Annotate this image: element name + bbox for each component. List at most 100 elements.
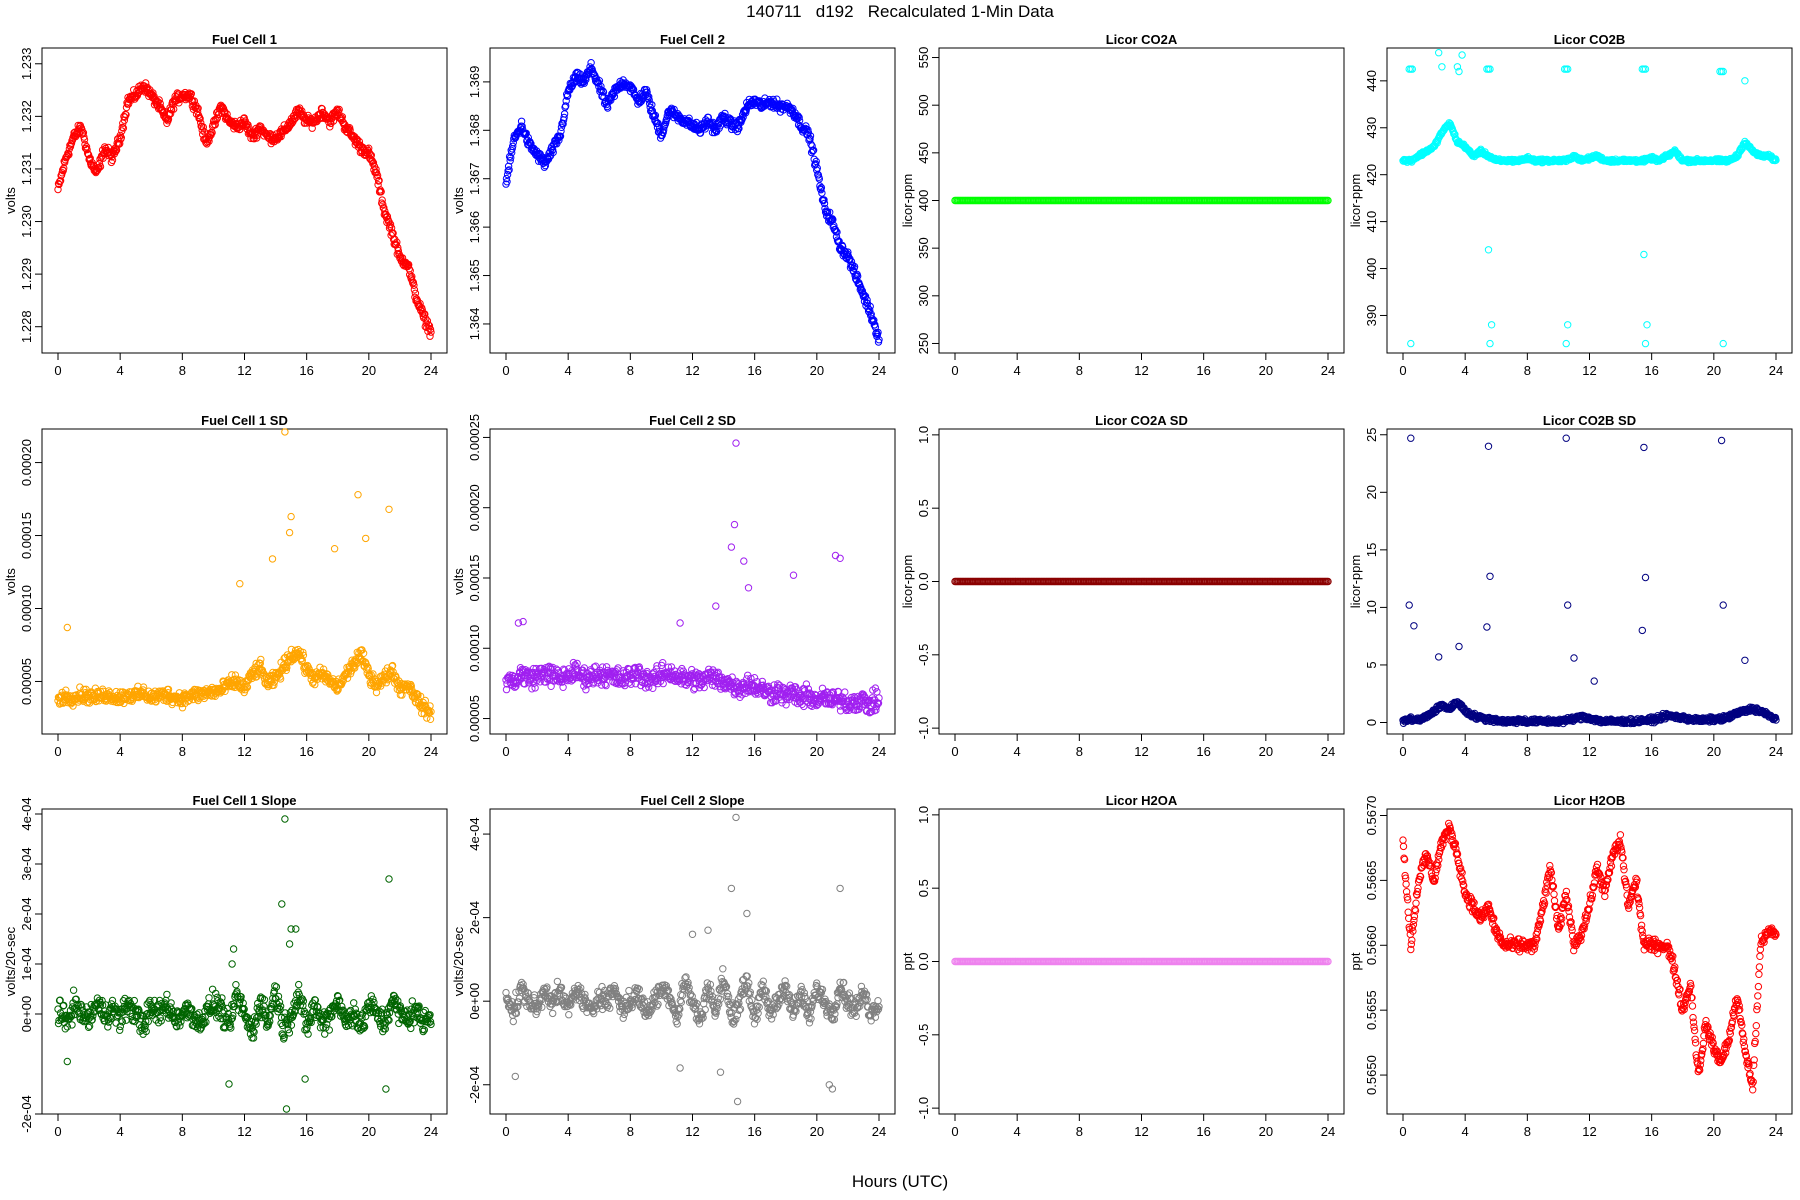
data-point (804, 126, 812, 134)
plot-frame (1386, 47, 1793, 354)
panel-title: Fuel Cell 1 SD (201, 413, 288, 428)
data-point (502, 174, 511, 183)
data-point (609, 91, 617, 99)
outlier-point (236, 580, 244, 588)
panel-fuel-cell-1: Fuel Cell 10 4 8 12 16 20 241.2281.2291.2301.2… (3, 32, 448, 378)
x-tick-label: 24 (1321, 744, 1335, 759)
y-tick-label: -0.5 (916, 644, 931, 666)
y-tick-label: 15 (1364, 543, 1379, 557)
data-points (1399, 49, 1780, 348)
panel-fuel-cell-2: Fuel Cell 20 4 8 12 16 20 241.3641.3651.3661.3… (451, 32, 896, 378)
y-tick-label: 500 (916, 94, 931, 116)
data-point (807, 140, 815, 148)
y-tick-label: 0.0 (916, 572, 931, 590)
y-axis-label: licor-ppm (1348, 555, 1363, 608)
x-tick-label: 24 (1321, 363, 1335, 378)
data-point (802, 122, 810, 130)
x-tick-label: 16 (1196, 363, 1210, 378)
x-tick-label: 4 (1462, 744, 1469, 759)
y-tick-label: 0.00025 (467, 414, 482, 461)
data-point (560, 113, 568, 122)
data-point (808, 142, 816, 150)
y-tick-label: 1.365 (467, 259, 482, 292)
x-tick-label: 12 (237, 363, 251, 378)
y-tick-label: 1.232 (19, 100, 34, 133)
data-point (365, 144, 373, 152)
data-point (580, 79, 588, 87)
outlier-point (1719, 339, 1727, 348)
data-point (509, 138, 517, 147)
y-axis-label: licor-ppm (900, 555, 915, 608)
panel-title: Licor CO2B SD (1543, 413, 1636, 428)
y-tick-label: 0.00020 (19, 439, 34, 486)
x-tick-label: 8 (1076, 363, 1083, 378)
outlier-point (727, 543, 736, 551)
data-point (377, 187, 385, 196)
data-point (426, 715, 435, 723)
outlier-point (1435, 49, 1443, 57)
data-point (387, 224, 396, 232)
x-tick-label: 20 (1707, 744, 1721, 759)
x-tick-label: 4 (1014, 744, 1021, 759)
data-point (84, 151, 93, 159)
outlier-point (1643, 321, 1651, 329)
x-tick-label: 16 (747, 744, 761, 759)
data-point (119, 124, 128, 132)
data-points (54, 79, 435, 340)
data-point (809, 146, 818, 154)
outlier-point (285, 528, 294, 537)
panel-fuel-cell-1-sd: Fuel Cell 1 SD0 4 8 12 16 20 240.000050.000100… (3, 413, 448, 759)
data-point (196, 115, 204, 123)
x-tick-label: 0 (1399, 363, 1406, 378)
outlier-point (789, 571, 798, 579)
outlier-point (1438, 63, 1446, 71)
y-tick-label: 0.00005 (467, 695, 482, 742)
data-point (503, 170, 512, 179)
x-tick-label: 20 (1707, 363, 1721, 378)
x-tick-label: 0 (54, 363, 61, 378)
data-point (327, 119, 335, 128)
y-axis-label: volts (3, 568, 18, 595)
panel-licor-co2a-sd: Licor CO2A SD0 4 8 12 16 20 24-1.0-0.50.00.51.… (900, 413, 1345, 759)
plot-frame (489, 428, 896, 735)
x-tick-label: 0 (951, 363, 958, 378)
y-tick-label: 1.229 (19, 258, 34, 291)
x-tick-label: 0 (951, 744, 958, 759)
outlier-point (287, 512, 295, 521)
y-tick-label: 0.00015 (19, 512, 34, 559)
y-tick-label: 430 (1364, 117, 1379, 139)
y-tick-label: 550 (916, 47, 931, 69)
data-point (410, 281, 418, 289)
outlier-point (354, 491, 362, 499)
y-tick-label: 1.366 (467, 211, 482, 244)
y-tick-label: 250 (916, 333, 931, 355)
x-tick-label: 4 (1014, 363, 1021, 378)
outlier-point (1640, 250, 1648, 259)
outlier-point (63, 623, 72, 632)
data-point (557, 127, 565, 135)
data-point (562, 102, 570, 110)
data-point (555, 136, 563, 145)
panel-title: Licor CO2A (1106, 32, 1178, 47)
x-tick-label: 4 (117, 744, 124, 759)
data-point (817, 183, 826, 192)
y-tick-label: 1.0 (916, 426, 931, 444)
y-tick-label: 410 (1364, 211, 1379, 233)
data-point (81, 140, 89, 149)
data-point (873, 688, 881, 696)
x-tick-label: 8 (1076, 744, 1083, 759)
data-point (409, 278, 418, 287)
data-point (184, 90, 192, 99)
y-tick-label: 440 (1364, 70, 1379, 92)
outlier-point (362, 534, 370, 543)
y-axis-label: licor-ppm (1348, 174, 1363, 227)
data-point (549, 145, 557, 154)
x-tick-label: 4 (1462, 363, 1469, 378)
x-tick-label: 4 (117, 363, 124, 378)
data-point (423, 317, 432, 325)
data-point (241, 117, 250, 125)
y-tick-label: 400 (1364, 258, 1379, 280)
data-point (507, 154, 515, 162)
data-points (951, 577, 1332, 586)
